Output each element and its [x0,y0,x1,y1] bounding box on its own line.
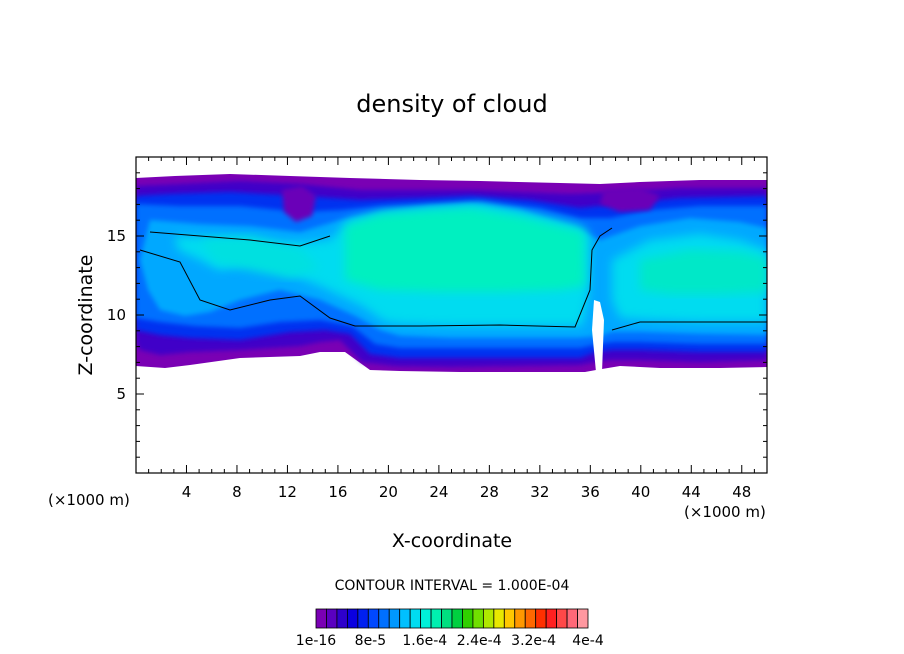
colorbar-swatch [346,608,359,629]
colorbar-tick-label: 8e-5 [355,633,386,649]
colorbar-swatch [556,608,568,629]
x-tick-label: 24 [429,483,448,501]
colorbar-swatch [315,608,327,629]
x-tick-label: 48 [732,483,751,501]
colorbar-tick-label: 2.4e-4 [457,633,502,649]
contour-interval-note: CONTOUR INTERVAL = 1.000E-04 [335,578,570,594]
colorbar-labels: 1e-16 8e-5 1.6e-4 2.4e-4 3.2e-4 4e-4 [296,633,604,649]
colorbar-swatch [451,608,463,629]
x-ticks [135,157,768,473]
colorbar-swatch [378,608,390,629]
colorbar-swatch [535,608,547,629]
colorbar-swatch [545,608,558,629]
y-tick-label: 5 [116,385,126,403]
x-tick-labels: 4 8 12 16 20 24 28 32 36 40 44 48 [182,483,752,501]
x-tick-label: 20 [379,483,398,501]
cloud-gap [592,300,604,372]
x-axis-label: X-coordinate [392,530,512,552]
colorbar-swatch [388,608,401,629]
contour-line-right [611,321,767,331]
cloud-field [136,174,767,372]
colorbar-swatch [503,608,516,629]
colorbar [315,608,589,629]
x-tick-label: 32 [530,483,549,501]
colorbar-swatch [326,608,338,629]
x-tick-label: 36 [581,483,600,501]
y-tick-labels: 5 10 15 [107,227,126,403]
cloud-pocket-left [282,186,316,222]
plot-frame [135,156,768,474]
colorbar-swatch [493,608,505,629]
colorbar-swatch [514,608,526,629]
cloud-pocket-right [600,188,660,212]
y-tick-label: 15 [107,227,126,245]
colorbar-swatch [399,608,411,629]
y-axis-label: Z-coordinate [75,255,97,376]
x-tick-label: 12 [278,483,297,501]
y-tick-label: 10 [107,306,126,324]
x-tick-label: 4 [182,483,192,501]
x-tick-label: 16 [328,483,347,501]
chart-title: density of cloud [356,90,547,118]
colorbar-swatch [367,608,380,629]
colorbar-tick-label: 4e-4 [572,633,604,649]
colorbar-swatch [566,608,578,629]
x-unit-right: (×1000 m) [684,503,766,521]
x-unit-left: (×1000 m) [48,491,130,509]
x-tick-label: 8 [232,483,242,501]
colorbar-swatch [482,608,495,629]
x-tick-label: 40 [631,483,650,501]
colorbar-swatch [420,608,432,629]
x-tick-label: 28 [480,483,499,501]
colorbar-swatch [472,608,484,629]
y-ticks [136,156,767,474]
contour-line-top [149,231,331,247]
colorbar-swatch [524,608,537,629]
colorbar-swatch [462,608,474,629]
cloud-core-right [640,250,767,294]
colorbar-swatch [409,608,422,629]
colorbar-tick-label: 1e-16 [296,633,336,649]
colorbar-tick-label: 3.2e-4 [511,633,556,649]
colorbar-swatch [430,608,442,629]
colorbar-tick-label: 1.6e-4 [402,633,447,649]
colorbar-swatch [336,608,348,629]
cloud-core-left [200,236,320,278]
x-tick-label: 44 [682,483,701,501]
colorbar-swatch [577,608,589,629]
contour-line [139,227,613,328]
colorbar-swatch [357,608,369,629]
colorbar-swatch [441,608,453,629]
cloud-core-main [345,208,585,292]
